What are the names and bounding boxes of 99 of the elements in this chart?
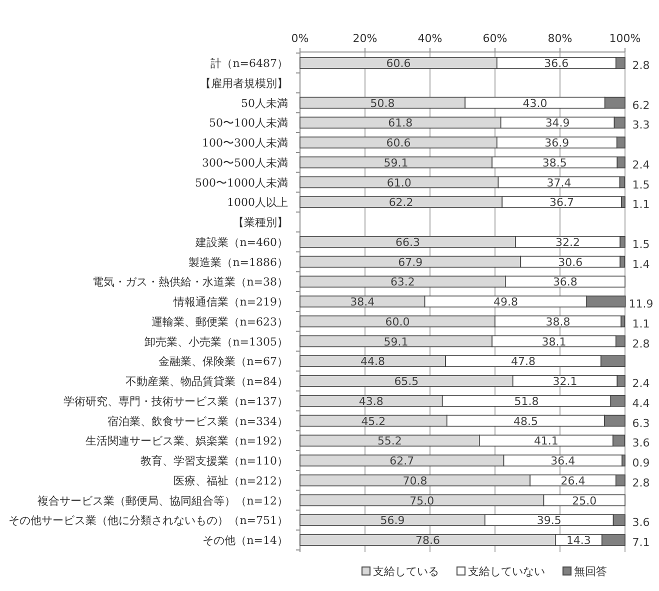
data-label: 34.9	[545, 116, 570, 130]
data-label: 65.5	[394, 375, 419, 388]
data-label: 38.1	[542, 335, 566, 348]
data-label: 70.8	[402, 474, 428, 488]
data-label: 2.4	[632, 377, 650, 390]
data-label: 1.1	[632, 317, 650, 330]
y-tick-label: 【業種別】	[233, 216, 288, 229]
y-tick-label: 1000人以上	[227, 196, 288, 210]
y-tick-label: 情報通信業（n=219）	[172, 296, 288, 308]
y-tick-label: その他サービス業（他に分類されないもの）（n=751）	[8, 514, 288, 528]
data-label: 3.6	[632, 516, 650, 530]
data-label: 1.5	[632, 178, 650, 192]
data-label: 7.1	[632, 536, 650, 549]
legend-label: 支給している	[373, 565, 439, 578]
y-tick-label: 教育、学習支援業（n=110）	[140, 454, 288, 468]
y-tick-label: 50〜100人未満	[209, 116, 288, 130]
data-label: 37.4	[546, 176, 572, 190]
data-label: 48.5	[513, 414, 538, 428]
y-tick-label: 50人未満	[241, 96, 288, 110]
data-label: 59.1	[384, 335, 408, 348]
y-tick-label: 卸売業、小売業（n=1305）	[144, 335, 288, 348]
data-label: 4.4	[632, 396, 650, 410]
data-label: 45.2	[361, 414, 386, 428]
y-tick-label: 医療、福祉（n=212）	[174, 474, 288, 488]
data-label: 66.3	[395, 236, 420, 249]
data-label: 6.2	[632, 98, 650, 112]
data-label: 49.8	[493, 296, 518, 308]
data-label: 3.3	[632, 118, 650, 132]
x-tick-label: 40%	[418, 32, 442, 45]
y-tick-label: 学術研究、専門・技術サービス業（n=137）	[64, 394, 288, 408]
data-label: 39.5	[536, 514, 562, 528]
y-tick-label: 生活関連サービス業、娯楽業（n=192）	[86, 434, 288, 448]
y-tick-label: 500〜1000人未満	[195, 176, 288, 190]
data-label: 3.6	[632, 436, 650, 450]
data-label: 2.4	[632, 158, 650, 172]
data-label: 38.8	[546, 315, 570, 328]
data-label: 61.8	[388, 116, 413, 130]
x-tick-label: 20%	[352, 32, 378, 45]
x-tick-label: 0%	[291, 32, 309, 45]
data-label: 50.8	[370, 96, 395, 110]
data-label: 63.2	[390, 276, 415, 289]
data-label: 30.6	[558, 256, 583, 269]
y-tick-label: 製造業（n=1886）	[188, 256, 288, 269]
y-tick-label: 宿泊業、飲食サービス業（n=334）	[108, 414, 288, 428]
data-label: 78.6	[415, 534, 440, 547]
data-label: 38.4	[350, 296, 375, 308]
x-tick-label: 80%	[548, 32, 572, 45]
data-label: 56.9	[380, 514, 405, 528]
data-label: 43.0	[522, 96, 548, 110]
data-label: 36.4	[550, 454, 576, 468]
data-label: 0.9	[632, 456, 650, 470]
data-label: 6.3	[632, 416, 650, 430]
y-tick-label: 複合サービス業（郵便局、協同組合等）（n=12）	[38, 494, 288, 508]
data-label: 26.4	[560, 474, 586, 488]
data-label: 60.6	[386, 57, 411, 70]
y-tick-label: 【雇用者規模別】	[200, 76, 288, 90]
data-label: 60.6	[386, 136, 411, 150]
data-label: 14.3	[566, 534, 591, 547]
data-label: 32.2	[556, 236, 580, 249]
data-label: 25.0	[572, 494, 597, 508]
y-tick-label: 100〜300人未満	[202, 136, 288, 150]
x-tick-label: 60%	[482, 32, 508, 45]
data-label: 36.6	[544, 57, 569, 70]
data-label: 1.4	[632, 258, 650, 271]
data-label: 62.2	[388, 196, 414, 210]
data-label: 55.2	[377, 434, 402, 448]
x-tick-label: 100%	[609, 32, 641, 45]
y-tick-label: その他（n=14）	[202, 534, 288, 547]
data-label: 62.7	[390, 454, 414, 468]
data-label: 1.5	[632, 238, 650, 251]
data-label: 75.0	[410, 494, 434, 508]
y-tick-label: 300〜500人未満	[202, 156, 288, 170]
data-label: 2.8	[632, 476, 650, 490]
data-label: 60.0	[385, 315, 410, 328]
data-label: 67.9	[398, 256, 423, 269]
data-label: 41.1	[534, 434, 558, 448]
data-label: 38.5	[542, 156, 567, 170]
data-label: 59.1	[384, 156, 408, 170]
data-label: 11.9	[628, 298, 654, 310]
y-tick-label: 運輸業、郵便業（n=623）	[152, 315, 288, 328]
data-label: 47.8	[511, 355, 536, 368]
y-tick-label: 金融業、保険業（n=67）	[158, 355, 288, 368]
data-label: 2.8	[632, 59, 650, 72]
data-label: 43.8	[358, 394, 384, 408]
data-label: 61.0	[386, 176, 412, 190]
legend-label: 無回答	[574, 565, 607, 578]
y-tick-label: 電気・ガス・熱供給・水道業（n=38）	[92, 276, 288, 289]
legend-label: 支給していない	[468, 565, 545, 578]
data-label: 36.7	[550, 196, 574, 210]
data-label: 36.8	[552, 276, 578, 289]
data-label: 51.8	[514, 394, 539, 408]
y-tick-label: 建設業（n=460）	[194, 236, 288, 249]
data-label: 36.9	[544, 136, 570, 150]
data-label: 32.1	[552, 375, 578, 388]
y-tick-label: 計（n=6487）	[210, 57, 288, 70]
data-label: 2.8	[632, 337, 650, 350]
data-label: 44.8	[360, 355, 386, 368]
data-label: 1.1	[632, 198, 650, 212]
y-tick-label: 不動産業、物品賃貸業（n=84）	[126, 375, 288, 388]
